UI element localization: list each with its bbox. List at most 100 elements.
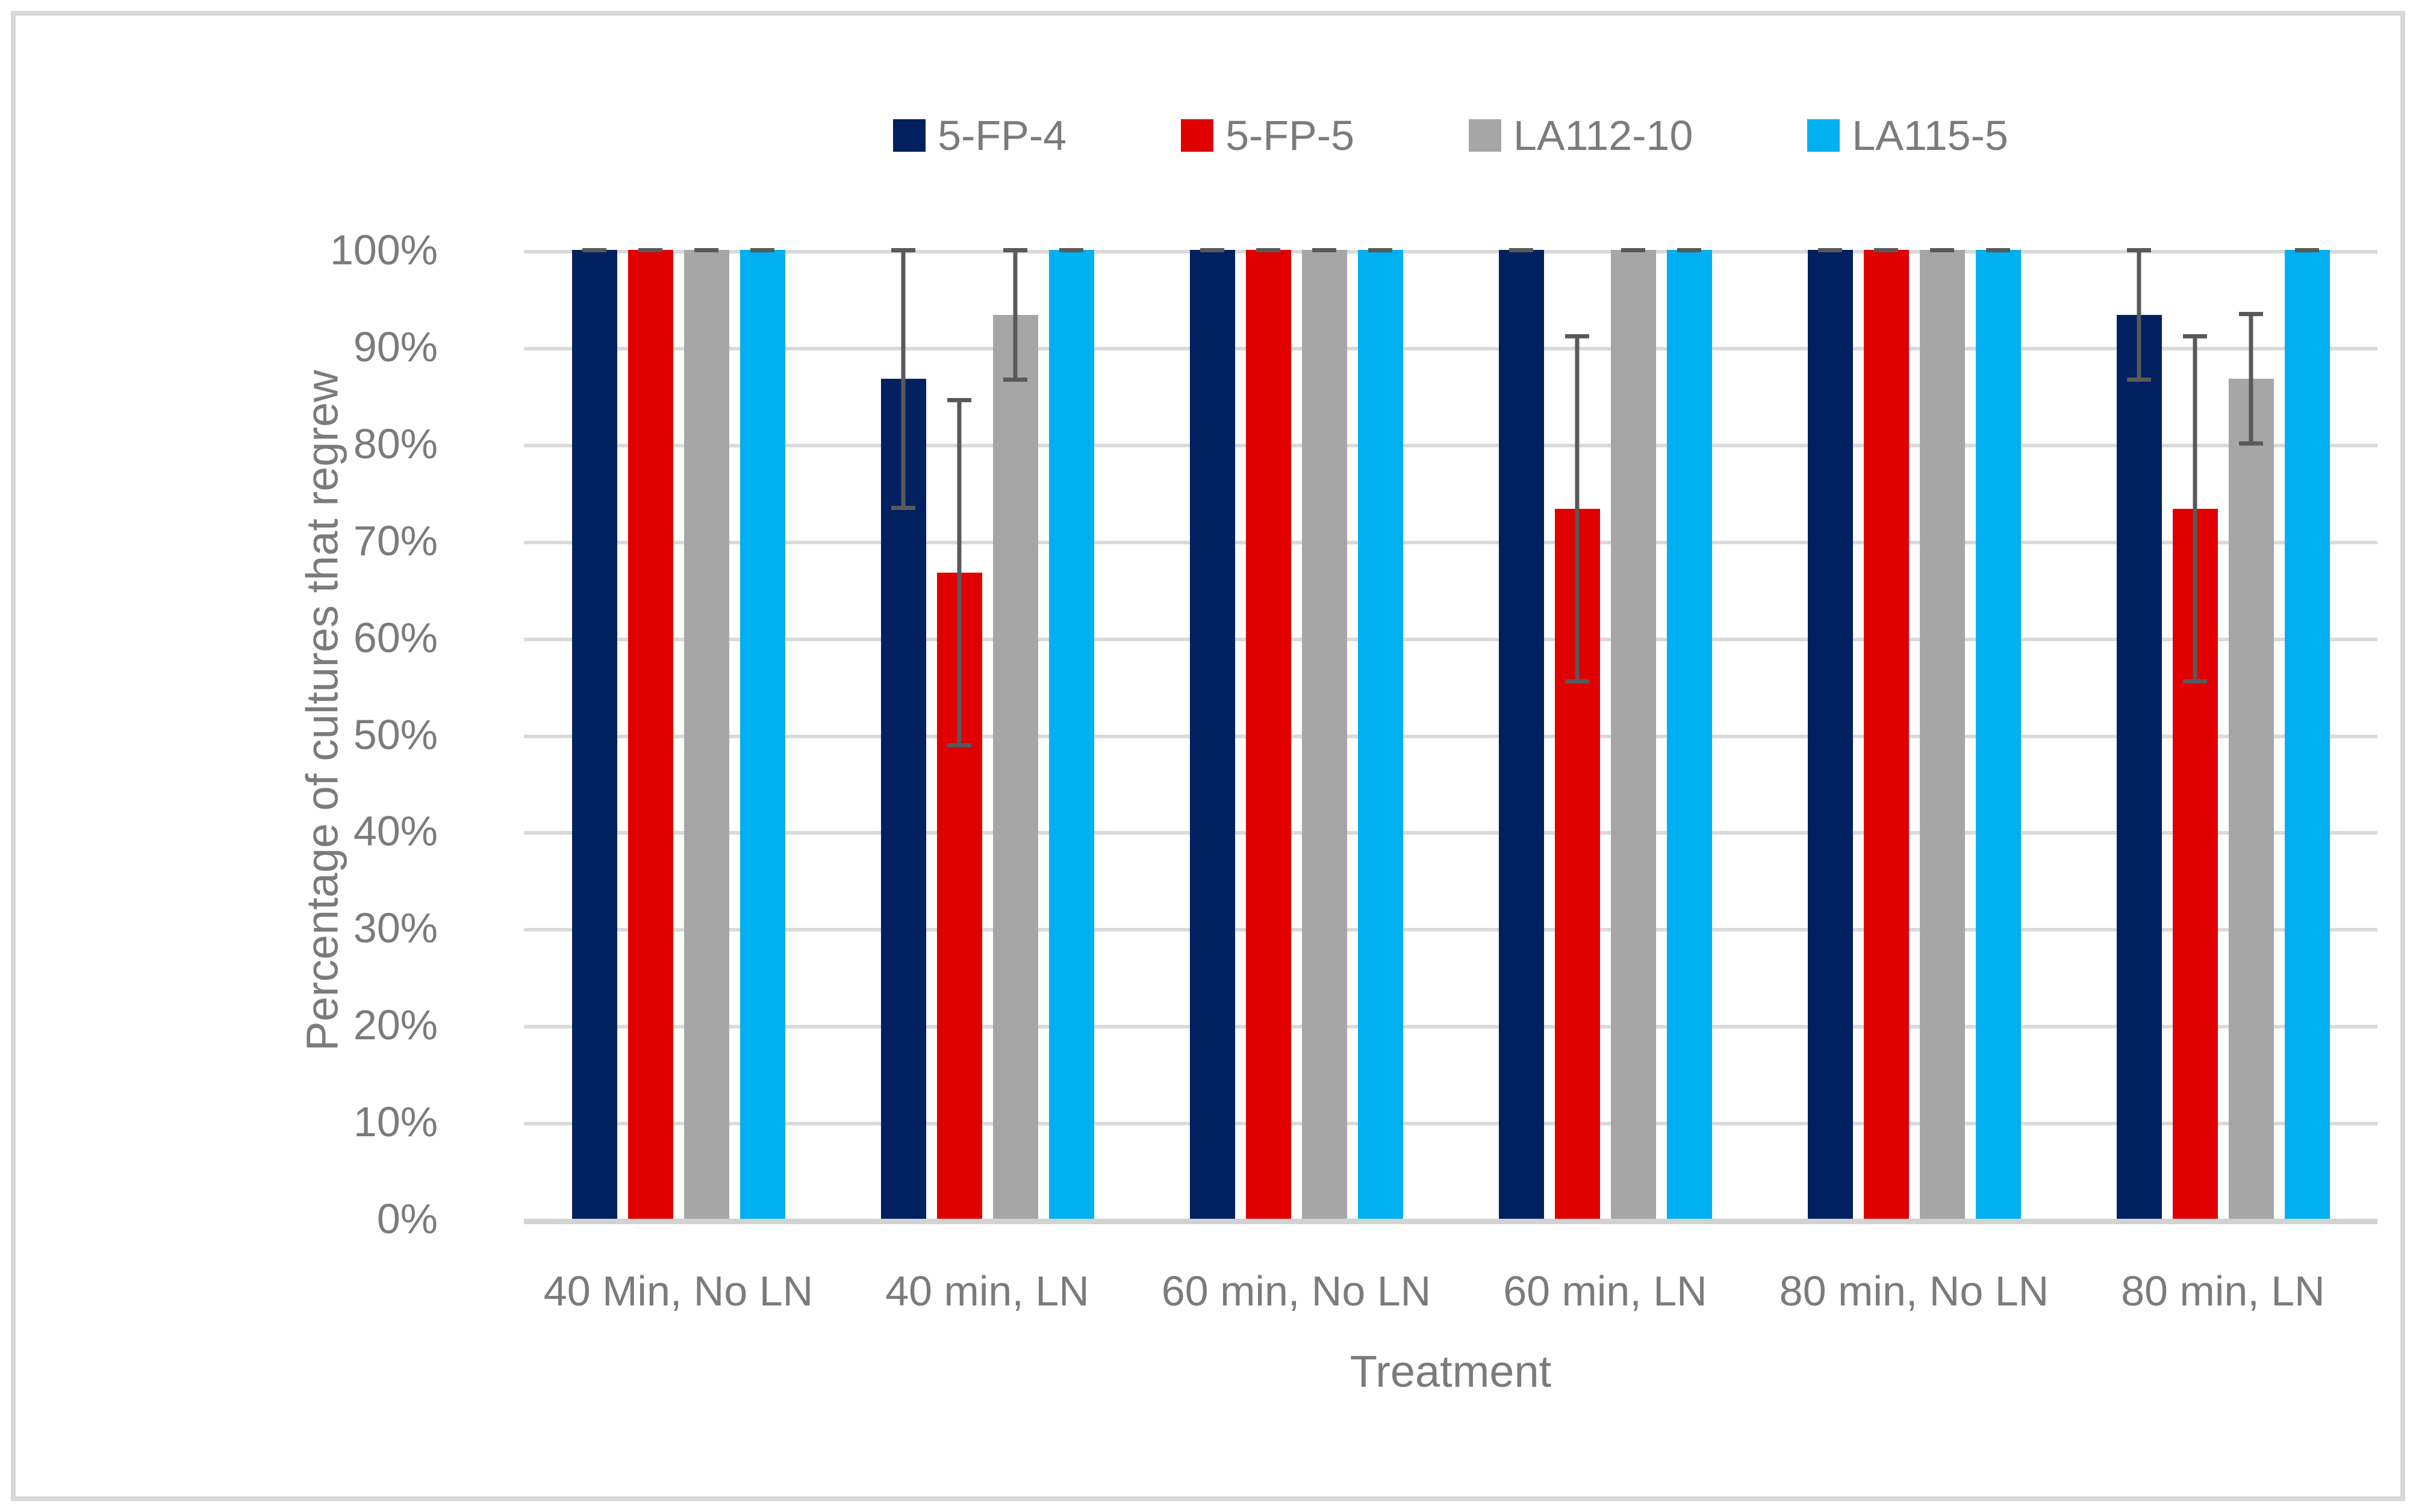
gridline-50 [524,734,2377,738]
y-tick-label-70: 70% [353,517,438,564]
category-group-5 [1760,247,2069,1219]
gridline-100 [524,250,2377,254]
legend-label: 5-FP-5 [1225,112,1354,159]
bar-slot-LA115-5-6 [2284,247,2330,1219]
gridline-20 [524,1025,2377,1029]
y-tick-label-30: 30% [353,904,438,952]
category-group-4 [1451,247,1760,1219]
y-tick-label-20: 20% [353,1001,438,1049]
error-cap-bottom-5-FP-4-6 [2127,378,2151,382]
bar-slot-5-FP-4-6 [2116,247,2162,1219]
bar-slot-5-FP-5-3 [1245,247,1291,1219]
bar-LA112-10-3 [1301,250,1347,1219]
bar-5-FP-5-1 [627,250,673,1219]
error-cap-top-LA115-5-1 [750,247,774,252]
x-tick-label-3: 60 min, No LN [1161,1268,1431,1314]
y-tick-label-10: 10% [353,1098,438,1146]
error-cap-top-5-FP-4-6 [2127,247,2151,252]
bar-slot-5-FP-4-4 [1498,247,1544,1219]
bar-LA115-5-4 [1666,250,1712,1219]
y-tick-label-50: 50% [353,711,438,758]
x-axis-line [524,1219,2377,1224]
legend: 5-FP-4 5-FP-5 LA112-10 LA115-5 [524,111,2377,160]
error-cap-top-LA115-5-5 [1986,247,2010,252]
bar-slot-LA112-10-4 [1610,247,1656,1219]
y-tick-label-80: 80% [353,420,438,467]
error-cap-top-LA112-10-5 [1930,247,1954,252]
bar-LA112-10-4 [1610,250,1656,1219]
gridline-60 [524,637,2377,641]
bar-slot-LA115-5-3 [1357,247,1403,1219]
gridline-10 [524,1122,2377,1126]
error-cap-top-5-FP-4-2 [891,247,915,252]
chart-border [11,11,2405,1501]
bar-slot-LA112-10-5 [1919,247,1965,1219]
error-bar-LA112-10-2 [1013,250,1018,380]
legend-item-LA115-5: LA115-5 [1807,114,2008,157]
bar-slot-5-FP-4-2 [880,247,926,1219]
error-cap-top-LA112-10-6 [2239,311,2263,316]
error-cap-bottom-LA112-10-6 [2239,441,2263,446]
legend-item-5-FP-4: 5-FP-4 [893,114,1066,157]
error-cap-top-5-FP-4-1 [582,247,606,252]
bar-slot-5-FP-5-1 [627,247,673,1219]
error-bar-5-FP-5-2 [957,400,962,745]
error-bar-5-FP-5-6 [2193,336,2197,682]
error-cap-bottom-5-FP-5-2 [947,742,971,747]
bar-LA115-5-6 [2284,250,2330,1219]
legend-label: 5-FP-4 [938,112,1067,159]
category-group-1 [524,247,833,1219]
x-tick-label-6: 80 min, LN [2121,1268,2325,1314]
error-cap-top-5-FP-5-6 [2183,334,2207,338]
bar-slot-LA115-5-2 [1048,247,1094,1219]
x-tick-label-5: 80 min, No LN [1779,1268,2049,1314]
error-bar-5-FP-4-6 [2137,250,2141,380]
bar-LA115-5-1 [739,250,785,1219]
legend-swatch-LA112-10 [1469,119,1501,152]
error-cap-bottom-5-FP-4-2 [891,505,915,510]
gridline-30 [524,928,2377,932]
bar-LA112-10-2 [992,314,1038,1219]
x-tick-label-1: 40 Min, No LN [543,1268,814,1314]
bar-slot-LA115-5-1 [739,247,785,1219]
bar-LA115-5-3 [1357,250,1403,1219]
legend-swatch-LA115-5 [1807,119,1840,152]
bar-slot-LA112-10-3 [1301,247,1347,1219]
error-cap-top-5-FP-4-4 [1509,247,1533,252]
legend-label: LA112-10 [1513,112,1693,159]
error-cap-bottom-5-FP-5-4 [1565,679,1589,683]
error-cap-top-5-FP-5-2 [947,397,971,402]
error-cap-bottom-5-FP-5-6 [2183,679,2207,683]
error-bar-LA112-10-6 [2249,314,2253,444]
legend-swatch-5-FP-4 [893,119,926,152]
bar-slot-5-FP-5-4 [1554,250,1600,1219]
bar-LA112-10-6 [2228,379,2274,1219]
error-cap-top-LA115-5-6 [2295,247,2319,252]
bar-5-FP-4-3 [1189,250,1235,1219]
bar-slot-5-FP-4-5 [1807,247,1853,1219]
x-axis-labels: 40 Min, No LN 40 min, LN 60 min, No LN 60 m… [524,1264,2377,1318]
error-cap-top-LA112-10-3 [1312,247,1336,252]
y-tick-label-0: 0% [376,1195,438,1242]
error-cap-top-5-FP-5-5 [1874,247,1898,252]
error-cap-top-LA112-10-4 [1621,247,1645,252]
error-cap-top-LA112-10-2 [1003,247,1027,252]
bar-LA112-10-5 [1919,250,1965,1219]
gridline-70 [524,540,2377,544]
bar-LA115-5-5 [1975,250,2021,1219]
bar-slot-LA112-10-1 [683,247,729,1219]
error-cap-top-LA115-5-3 [1368,247,1392,252]
gridline-40 [524,831,2377,835]
error-cap-top-LA115-5-2 [1059,247,1083,252]
category-group-2 [833,247,1142,1219]
bar-5-FP-4-4 [1498,250,1544,1219]
y-tick-label-100: 100% [329,226,438,273]
y-tick-label-60: 60% [353,614,438,661]
bar-slot-5-FP-4-3 [1189,247,1235,1219]
y-tick-label-90: 90% [353,323,438,370]
y-tick-label-40: 40% [353,807,438,855]
gridline-80 [524,443,2377,447]
y-tick-labels: 0% 10% 20% 30% 40% 50% 60% 70% 80% 90% 100% [0,229,482,1240]
category-group-6 [2069,247,2377,1219]
legend-swatch-5-FP-5 [1181,119,1214,152]
